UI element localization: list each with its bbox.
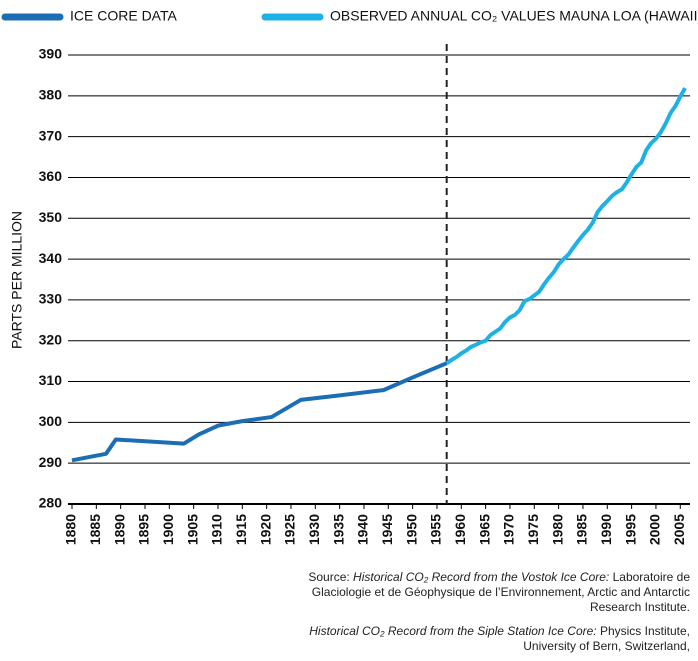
x-tick-label: 1895 <box>136 514 152 545</box>
source-text: Research Institute. <box>589 600 690 614</box>
x-tick-label: 1930 <box>306 514 322 545</box>
source-text: Laboratoire de <box>609 570 690 584</box>
source-line: University of Bern, Switzerland, <box>50 639 690 654</box>
source-line: Research Institute. <box>50 600 690 615</box>
x-tick-label: 1995 <box>622 514 638 545</box>
legend-label: OBSERVED ANNUAL CO₂ VALUES MAUNA LOA (HA… <box>330 8 698 24</box>
source-text: Historical CO₂ Record from the Vostok Ic… <box>353 570 610 584</box>
y-tick-label: 360 <box>39 168 63 184</box>
x-tick-label: 1885 <box>87 514 103 545</box>
source-notes: Source: Historical CO₂ Record from the V… <box>50 570 690 661</box>
y-tick-label: 350 <box>39 209 63 225</box>
x-tick-label: 1955 <box>428 514 444 545</box>
x-tick-label: 2005 <box>671 514 687 545</box>
x-tick-label: 2000 <box>647 514 663 545</box>
source-text: Source: <box>308 570 354 584</box>
x-tick-label: 1975 <box>525 514 541 545</box>
chart: PARTS PER MILLION 280 290 300 310 320 330 340 3… <box>1 8 698 545</box>
source-text: Physics Institute, <box>596 624 690 638</box>
y-tick-label: 390 <box>39 46 63 62</box>
x-tick-label: 1980 <box>549 514 565 545</box>
source-line: Source: Historical CO₂ Record from the V… <box>50 570 690 585</box>
y-axis-label: PARTS PER MILLION <box>9 211 25 349</box>
y-tick-label: 290 <box>39 454 63 470</box>
y-tick-label: 310 <box>39 372 63 388</box>
x-tick-label: 1925 <box>282 514 298 545</box>
y-tick-label: 280 <box>39 495 63 511</box>
series-line <box>71 361 448 463</box>
source-text: Historical CO₂ Record from the Siple Sta… <box>309 624 597 638</box>
x-tick-label: 1905 <box>184 514 200 545</box>
y-tick-label: 380 <box>39 87 63 103</box>
x-tick-label: 1935 <box>330 514 346 545</box>
x-tick-label: 1910 <box>209 514 225 545</box>
y-tick-label: 370 <box>39 127 63 143</box>
y-tick-label: 340 <box>39 250 63 266</box>
x-tick-label: 1940 <box>355 514 371 545</box>
x-tick-label: 1890 <box>111 514 127 545</box>
x-tick-label: 1920 <box>257 514 273 545</box>
y-tick-label: 300 <box>39 413 63 429</box>
source-text: Glaciologie et de Géophysique de l’Envir… <box>311 585 690 599</box>
y-tick-label: 330 <box>39 291 63 307</box>
x-tick-label: 1945 <box>379 514 395 545</box>
x-tick-label: 1985 <box>574 514 590 545</box>
x-tick-label: 1880 <box>63 514 79 545</box>
series-line <box>445 87 687 365</box>
y-tick-label: 320 <box>39 331 63 347</box>
x-tick-label: 1960 <box>452 514 468 545</box>
x-tick-label: 1915 <box>233 514 249 545</box>
source-paragraph: Historical CO₂ Record from the Siple Sta… <box>50 624 690 654</box>
x-tick-label: 1900 <box>160 514 176 545</box>
x-tick-label: 1990 <box>598 514 614 545</box>
x-tick-label: 1970 <box>501 514 517 545</box>
source-line: Historical CO₂ Record from the Siple Sta… <box>50 624 690 639</box>
source-line: Glaciologie et de Géophysique de l’Envir… <box>50 585 690 600</box>
x-tick-label: 1950 <box>403 514 419 545</box>
legend-label: ICE CORE DATA <box>70 8 177 24</box>
x-tick-label: 1965 <box>476 514 492 545</box>
source-text: University of Bern, Switzerland, <box>523 639 690 653</box>
source-paragraph: Source: Historical CO₂ Record from the V… <box>50 570 690 615</box>
